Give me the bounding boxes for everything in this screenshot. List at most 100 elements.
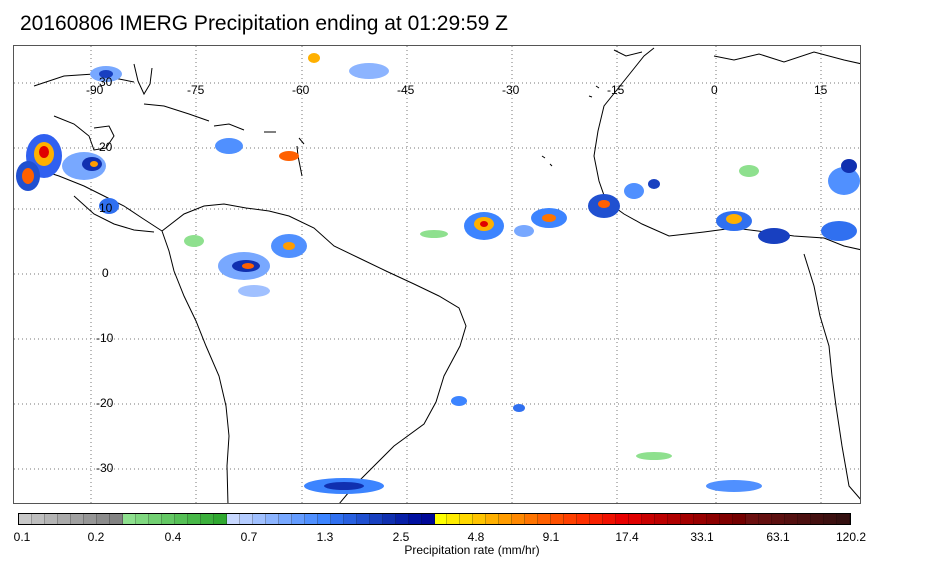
colorbar-swatch — [525, 514, 539, 524]
colorbar-swatch — [343, 514, 357, 524]
colorbar-swatch — [252, 514, 266, 524]
central-america-coast — [33, 167, 163, 233]
colorbar-tick-label: 9.1 — [542, 530, 560, 544]
colorbar-swatch — [577, 514, 591, 524]
lat-label: 20 — [99, 140, 113, 154]
colorbar-swatch — [291, 514, 305, 524]
colorbar-swatch — [187, 514, 201, 524]
colorbar-swatch — [395, 514, 409, 524]
map-title: 20160806 IMERG Precipitation ending at 0… — [20, 12, 508, 35]
colorbar-swatch — [44, 514, 58, 524]
colorbar-tick-label: 0.2 — [87, 530, 105, 544]
colorbar-swatch — [70, 514, 84, 524]
iberia-coast — [613, 49, 860, 65]
colorbar-swatch — [148, 514, 162, 524]
caribbean-islands — [143, 103, 305, 145]
colorbar-swatch — [19, 514, 32, 524]
colorbar-swatch — [811, 514, 825, 524]
colorbar-swatch — [837, 514, 850, 524]
lon-label: -30 — [502, 83, 520, 97]
colorbar-swatch — [369, 514, 383, 524]
colorbar-swatch — [135, 514, 149, 524]
colorbar-swatch — [330, 514, 344, 524]
colorbar-swatch — [408, 514, 422, 524]
lat-label: -30 — [96, 461, 114, 475]
colorbar-swatch — [434, 514, 448, 524]
colorbar-swatch — [161, 514, 175, 524]
colorbar-swatch — [824, 514, 838, 524]
colorbar-tick-label: 0.1 — [13, 530, 31, 544]
colorbar-swatch — [109, 514, 123, 524]
colorbar-swatch — [759, 514, 773, 524]
colorbar-swatch — [447, 514, 461, 524]
colorbar-swatch — [265, 514, 279, 524]
atlantic-islands — [541, 85, 600, 167]
lon-label: -75 — [187, 83, 205, 97]
lat-label: -10 — [96, 331, 114, 345]
colorbar-swatch — [772, 514, 786, 524]
colorbar-swatch — [590, 514, 604, 524]
colorbar-swatch — [603, 514, 617, 524]
colorbar-swatch — [512, 514, 526, 524]
colorbar-swatch — [174, 514, 188, 524]
colorbar-swatch — [642, 514, 656, 524]
colorbar-swatch — [239, 514, 253, 524]
africa-coast — [593, 47, 860, 500]
colorbar-swatch — [356, 514, 370, 524]
colorbar-swatch — [200, 514, 214, 524]
colorbar-swatch — [31, 514, 45, 524]
lon-label: -60 — [292, 83, 310, 97]
colorbar-swatch — [668, 514, 682, 524]
lat-label: 0 — [102, 266, 109, 280]
colorbar-swatch — [538, 514, 552, 524]
colorbar-tick-label: 33.1 — [690, 530, 714, 544]
colorbar-swatch — [304, 514, 318, 524]
colorbar-swatch — [551, 514, 565, 524]
colorbar-tick-label: 0.4 — [164, 530, 182, 544]
colorbar-tick-label: 63.1 — [766, 530, 790, 544]
map-canvas — [14, 46, 860, 503]
florida-coast — [133, 63, 153, 96]
lat-label: -20 — [96, 396, 114, 410]
colorbar-swatch — [629, 514, 643, 524]
lon-label: -45 — [397, 83, 415, 97]
lon-label: -15 — [607, 83, 625, 97]
colorbar-tick-label: 1.3 — [316, 530, 334, 544]
colorbar-tick-label: 2.5 — [392, 530, 410, 544]
colorbar-swatch — [733, 514, 747, 524]
colorbar-swatch — [655, 514, 669, 524]
colorbar-swatch — [83, 514, 97, 524]
lon-label: -90 — [86, 83, 104, 97]
lat-label: 30 — [99, 75, 113, 89]
colorbar-swatch — [382, 514, 396, 524]
colorbar-swatch — [96, 514, 110, 524]
colorbar-swatch — [720, 514, 734, 524]
precipitation-field — [16, 53, 860, 494]
colorbar-swatch — [213, 514, 227, 524]
colorbar-swatch — [707, 514, 721, 524]
colorbar-tick-label: 120.2 — [835, 530, 867, 544]
colorbar-swatch — [564, 514, 578, 524]
colorbar-swatch — [278, 514, 292, 524]
graticule — [14, 46, 860, 503]
precipitation-colorbar — [18, 513, 851, 525]
colorbar-swatch — [681, 514, 695, 524]
colorbar-tick-label: 4.8 — [467, 530, 485, 544]
colorbar-swatch — [460, 514, 474, 524]
coastlines — [33, 47, 860, 503]
colorbar-swatch — [122, 514, 136, 524]
colorbar-swatch — [694, 514, 708, 524]
colorbar-title: Precipitation rate (mm/hr) — [404, 543, 540, 557]
colorbar-tick-label: 17.4 — [615, 530, 639, 544]
colorbar-swatch — [798, 514, 812, 524]
map-panel: -90 -75 -60 -45 -30 -15 0 15 30 20 10 0 … — [13, 45, 861, 504]
lesser-antilles — [296, 145, 303, 177]
colorbar-swatch — [226, 514, 240, 524]
colorbar-swatch — [616, 514, 630, 524]
colorbar-swatch — [486, 514, 500, 524]
colorbar-swatch — [499, 514, 513, 524]
lon-label: 0 — [711, 83, 718, 97]
colorbar-swatch — [785, 514, 799, 524]
colorbar-swatch — [473, 514, 487, 524]
south-america-coast — [161, 203, 467, 503]
